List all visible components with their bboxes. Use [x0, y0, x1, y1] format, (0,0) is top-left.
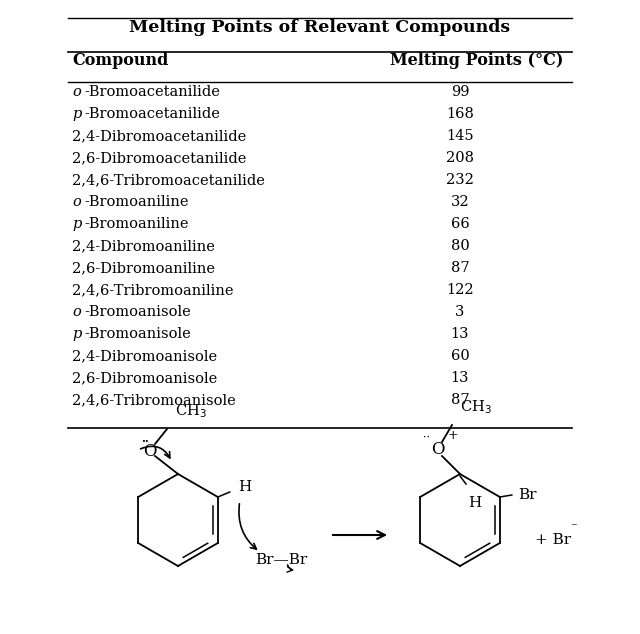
Text: o: o [72, 305, 81, 319]
Text: 2,6-Dibromoanisole: 2,6-Dibromoanisole [72, 371, 217, 385]
Text: O: O [431, 441, 445, 458]
Text: CH$_3$: CH$_3$ [460, 398, 492, 416]
Text: -Bromoaniline: -Bromoaniline [84, 217, 189, 231]
Text: -Bromoanisole: -Bromoanisole [84, 305, 191, 319]
Text: -Bromoacetanilide: -Bromoacetanilide [84, 85, 220, 99]
Text: -Bromoaniline: -Bromoaniline [84, 195, 189, 209]
Text: O: O [143, 444, 157, 460]
Text: p: p [72, 107, 81, 121]
Text: H: H [468, 496, 481, 510]
Text: 80: 80 [451, 239, 469, 253]
Text: o: o [72, 195, 81, 209]
Text: 145: 145 [446, 129, 474, 143]
Text: 13: 13 [451, 327, 469, 341]
Text: 208: 208 [446, 151, 474, 165]
Text: 2,4,6-Tribromoaniline: 2,4,6-Tribromoaniline [72, 283, 234, 297]
Text: 66: 66 [451, 217, 469, 231]
Text: ⁻: ⁻ [570, 522, 577, 534]
Text: Melting Points (°C): Melting Points (°C) [390, 52, 563, 69]
Text: p: p [72, 327, 81, 341]
Text: Br—Br: Br—Br [255, 553, 307, 567]
Text: 232: 232 [446, 173, 474, 187]
Text: 87: 87 [451, 261, 469, 275]
Text: p: p [72, 217, 81, 231]
Text: ··: ·· [422, 433, 429, 443]
Text: 2,4,6-Tribromoanisole: 2,4,6-Tribromoanisole [72, 393, 236, 407]
Text: 122: 122 [446, 283, 474, 297]
Text: o: o [72, 85, 81, 99]
Text: Br: Br [518, 488, 536, 502]
Text: 2,4-Dibromoaniline: 2,4-Dibromoaniline [72, 239, 215, 253]
Text: -Bromoanisole: -Bromoanisole [84, 327, 191, 341]
Text: +: + [448, 429, 459, 442]
Text: 2,6-Dibromoaniline: 2,6-Dibromoaniline [72, 261, 215, 275]
Text: 32: 32 [451, 195, 469, 209]
Text: 13: 13 [451, 371, 469, 385]
Text: 2,4,6-Tribromoacetanilide: 2,4,6-Tribromoacetanilide [72, 173, 265, 187]
Text: 60: 60 [451, 349, 469, 363]
Text: 3: 3 [455, 305, 465, 319]
Text: 99: 99 [451, 85, 469, 99]
Text: CH$_3$: CH$_3$ [175, 403, 207, 420]
Text: Compound: Compound [72, 52, 168, 69]
Text: ..: .. [141, 434, 149, 444]
Text: 2,4-Dibromoanisole: 2,4-Dibromoanisole [72, 349, 217, 363]
Text: 2,4-Dibromoacetanilide: 2,4-Dibromoacetanilide [72, 129, 246, 143]
Text: Melting Points of Relevant Compounds: Melting Points of Relevant Compounds [129, 19, 511, 36]
Text: 87: 87 [451, 393, 469, 407]
Text: + Br: + Br [535, 533, 571, 547]
Text: -Bromoacetanilide: -Bromoacetanilide [84, 107, 220, 121]
Text: H: H [238, 480, 251, 494]
Text: 168: 168 [446, 107, 474, 121]
Text: 2,6-Dibromoacetanilide: 2,6-Dibromoacetanilide [72, 151, 246, 165]
